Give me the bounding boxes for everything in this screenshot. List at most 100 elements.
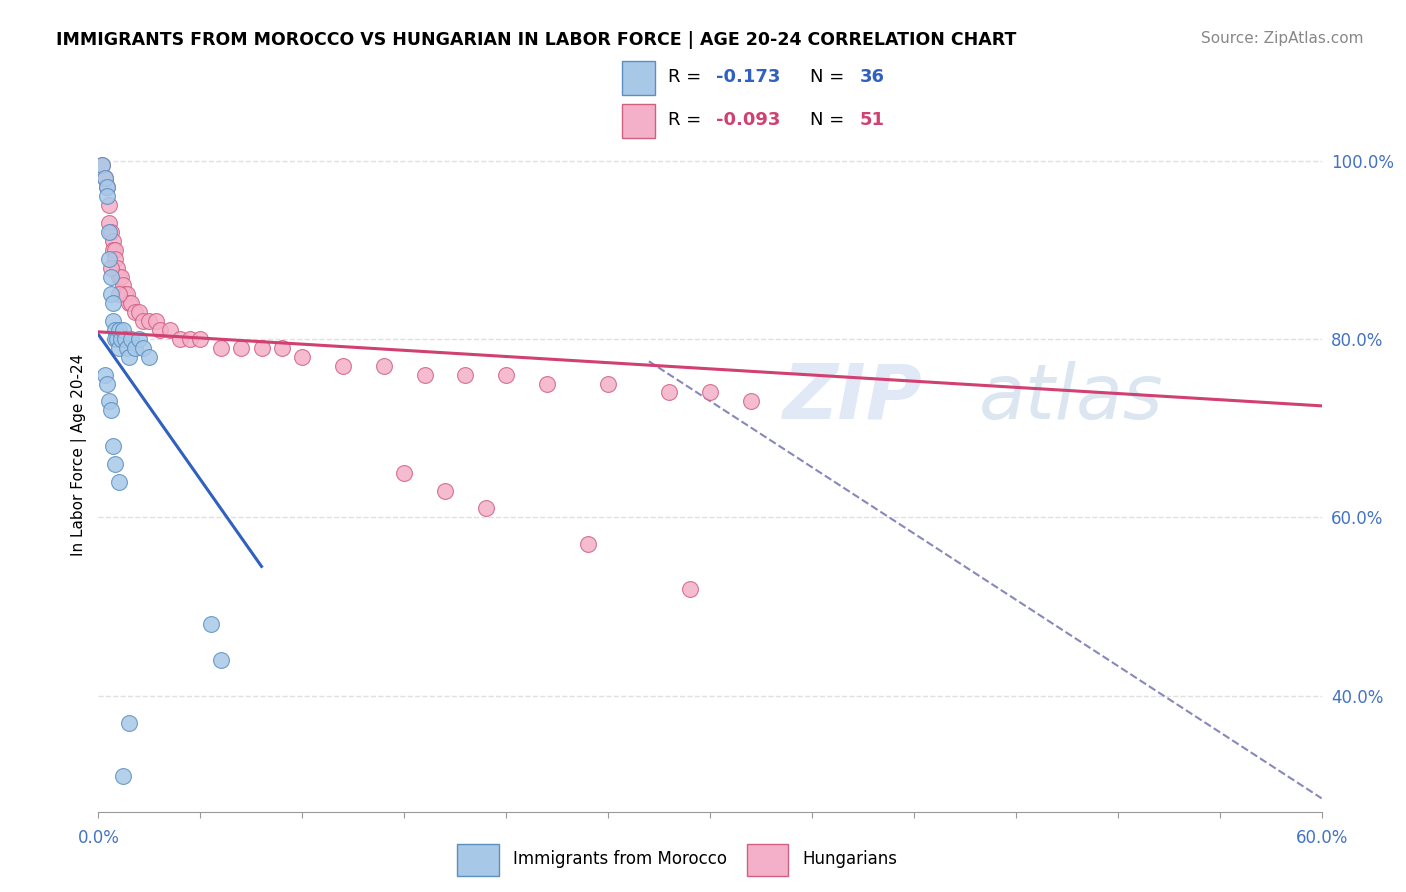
Point xyxy=(250,341,273,355)
Text: -0.173: -0.173 xyxy=(716,69,780,87)
Point xyxy=(96,189,118,203)
Text: Source: ZipAtlas.com: Source: ZipAtlas.com xyxy=(1201,31,1364,46)
Point xyxy=(679,582,702,596)
Text: ZIP: ZIP xyxy=(783,361,924,434)
Point xyxy=(270,341,294,355)
Point xyxy=(97,225,120,239)
Text: 0.0%: 0.0% xyxy=(77,829,120,847)
Point xyxy=(100,287,122,301)
Text: 60.0%: 60.0% xyxy=(1295,829,1348,847)
Point xyxy=(576,537,599,551)
Text: R =: R = xyxy=(668,69,707,87)
Point xyxy=(145,314,167,328)
Point xyxy=(124,305,146,319)
Point xyxy=(231,341,253,355)
Point xyxy=(110,332,132,346)
Point xyxy=(93,368,115,382)
Point xyxy=(536,376,558,391)
Point xyxy=(100,269,122,284)
FancyBboxPatch shape xyxy=(747,844,787,876)
Point xyxy=(91,158,114,172)
Point xyxy=(101,234,124,248)
Text: R =: R = xyxy=(668,111,707,128)
Point xyxy=(120,296,142,310)
Point xyxy=(138,314,160,328)
Point xyxy=(658,385,681,400)
Point xyxy=(114,332,136,346)
Point xyxy=(97,394,120,409)
Point xyxy=(128,332,150,346)
Point xyxy=(454,368,477,382)
Point xyxy=(104,252,127,266)
Point xyxy=(108,475,131,489)
Point xyxy=(91,158,114,172)
Point xyxy=(100,225,122,239)
Point xyxy=(111,323,134,337)
Point xyxy=(138,350,160,364)
Point xyxy=(434,483,457,498)
Point xyxy=(96,180,118,194)
Point xyxy=(128,305,150,319)
Point xyxy=(105,260,128,275)
Point xyxy=(101,314,124,328)
Point xyxy=(96,180,118,194)
FancyBboxPatch shape xyxy=(621,61,655,95)
Point xyxy=(104,243,127,257)
Point xyxy=(97,216,120,230)
Point xyxy=(108,269,131,284)
Point xyxy=(114,287,136,301)
Point xyxy=(101,243,124,257)
Point xyxy=(108,287,131,301)
Point xyxy=(149,323,172,337)
Point xyxy=(110,269,132,284)
Point xyxy=(104,323,127,337)
Point xyxy=(111,278,134,293)
Point xyxy=(118,296,141,310)
Text: IMMIGRANTS FROM MOROCCO VS HUNGARIAN IN LABOR FORCE | AGE 20-24 CORRELATION CHAR: IMMIGRANTS FROM MOROCCO VS HUNGARIAN IN … xyxy=(56,31,1017,49)
Point xyxy=(169,332,191,346)
Point xyxy=(111,769,134,783)
Point xyxy=(159,323,181,337)
Text: atlas: atlas xyxy=(979,361,1164,434)
Point xyxy=(115,341,138,355)
Point xyxy=(118,350,141,364)
FancyBboxPatch shape xyxy=(457,844,499,876)
Point xyxy=(740,394,762,409)
Point xyxy=(373,359,395,373)
Point xyxy=(93,171,115,186)
Point xyxy=(97,252,120,266)
Point xyxy=(118,715,141,730)
Point xyxy=(474,501,498,516)
Point xyxy=(100,403,122,417)
Point xyxy=(392,466,416,480)
FancyBboxPatch shape xyxy=(621,104,655,138)
Text: 36: 36 xyxy=(859,69,884,87)
Point xyxy=(413,368,436,382)
Point xyxy=(108,323,131,337)
Point xyxy=(209,341,232,355)
Point xyxy=(179,332,201,346)
Point xyxy=(104,332,127,346)
Point xyxy=(96,376,118,391)
Point xyxy=(105,332,128,346)
Point xyxy=(291,350,314,364)
Point xyxy=(97,198,120,212)
Point xyxy=(332,359,354,373)
Text: N =: N = xyxy=(810,69,849,87)
Point xyxy=(132,341,155,355)
Point xyxy=(188,332,212,346)
Text: Immigrants from Morocco: Immigrants from Morocco xyxy=(513,849,727,868)
Text: 51: 51 xyxy=(859,111,884,128)
Point xyxy=(101,296,124,310)
Text: N =: N = xyxy=(810,111,849,128)
Point xyxy=(132,314,155,328)
Point xyxy=(100,260,122,275)
Point xyxy=(495,368,517,382)
Point xyxy=(209,653,232,667)
Point xyxy=(124,341,146,355)
Point xyxy=(115,287,138,301)
Point xyxy=(101,439,124,453)
Point xyxy=(598,376,620,391)
Point xyxy=(104,457,127,471)
Text: -0.093: -0.093 xyxy=(716,111,780,128)
